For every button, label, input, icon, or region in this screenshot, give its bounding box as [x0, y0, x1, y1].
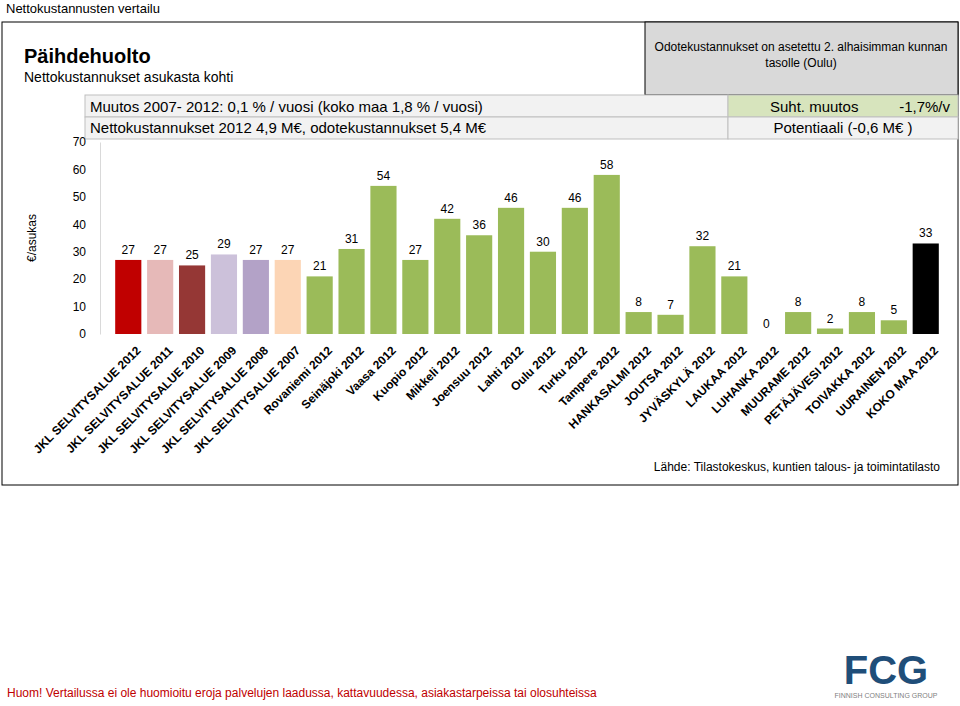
data-label: 33 — [919, 226, 933, 240]
data-label: 42 — [441, 202, 455, 216]
bar — [466, 235, 492, 334]
data-label: 58 — [600, 158, 614, 172]
bar — [370, 186, 396, 334]
y-tick: 70 — [73, 135, 100, 149]
bar — [562, 208, 588, 334]
bar — [721, 276, 747, 334]
chart-frame — [2, 22, 958, 485]
bar — [626, 312, 652, 334]
y-axis-title: €/asukas — [25, 214, 39, 262]
potential-text: Potentiaali (-0,6 M€ ) — [773, 119, 912, 136]
data-label: 27 — [153, 243, 167, 257]
x-axis-line — [113, 334, 943, 335]
x-axis: JKL SELVITYSALUE 2012JKL SELVITYSALUE 20… — [31, 334, 943, 456]
data-label: 21 — [313, 259, 327, 273]
bar — [275, 260, 301, 334]
data-label: 27 — [281, 243, 295, 257]
y-tick-label: 30 — [73, 245, 87, 259]
data-label: 31 — [345, 232, 359, 246]
data-label: 46 — [504, 191, 518, 205]
y-tick-label: 20 — [73, 272, 87, 286]
data-label: 27 — [409, 243, 423, 257]
logo: FCG — [844, 648, 928, 692]
bar — [434, 219, 460, 334]
footnote: Huom! Vertailussa ei ole huomioitu eroja… — [7, 686, 597, 700]
bar — [657, 315, 683, 334]
potential-box — [728, 117, 958, 139]
bar — [530, 252, 556, 334]
y-tick: 10 — [73, 300, 100, 314]
relative-change-label: Suht. muutos — [770, 98, 858, 115]
bar — [147, 260, 173, 334]
x-tick: Joensuu 2012 — [428, 334, 494, 409]
x-tick: KOKO MAA 2012 — [863, 334, 941, 421]
data-label: 54 — [377, 169, 391, 183]
change-box — [85, 95, 728, 117]
bar — [338, 249, 364, 334]
x-tick: Seinäjoki 2012 — [299, 334, 368, 412]
page-title: Nettokustannusten vertailu — [6, 1, 160, 16]
y-tick-label: 50 — [73, 190, 87, 204]
data-label: 8 — [859, 295, 866, 309]
bar — [402, 260, 428, 334]
bar — [179, 265, 205, 334]
bar — [498, 208, 524, 334]
y-tick: 30 — [73, 245, 100, 259]
bar — [753, 334, 779, 335]
bar — [785, 312, 811, 334]
x-tick-label: KOKO MAA 2012 — [863, 343, 941, 421]
bar — [307, 276, 333, 334]
data-label: 2 — [827, 312, 834, 326]
y-tick: 20 — [73, 272, 100, 286]
y-tick: 40 — [73, 218, 100, 232]
bar — [913, 243, 939, 334]
data-label: 7 — [667, 298, 674, 312]
y-axis-line — [100, 143, 101, 335]
change-text: Muutos 2007- 2012: 0,1 % / vuosi (koko m… — [90, 98, 483, 115]
data-label: 27 — [122, 243, 136, 257]
y-axis: 0 10 20 30 40 50 60 70 — [73, 135, 101, 341]
data-label: 25 — [185, 248, 199, 262]
source: Lähde: Tilastokeskus, kuntien talous- ja… — [654, 460, 940, 474]
bar — [689, 246, 715, 334]
logo-subtitle: FINNISH CONSULTING GROUP — [835, 692, 938, 699]
data-label: 21 — [728, 259, 742, 273]
y-tick: 60 — [73, 163, 100, 177]
data-label: 32 — [696, 229, 710, 243]
data-label: 36 — [472, 218, 486, 232]
bar — [881, 320, 907, 334]
data-label: 5 — [890, 303, 897, 317]
data-label: 27 — [249, 243, 263, 257]
data-label: 46 — [568, 191, 582, 205]
y-tick-label: 70 — [73, 135, 87, 149]
data-label: 0 — [763, 317, 770, 331]
subtitle: Nettokustannukset asukasta kohti — [24, 69, 233, 85]
costs-text: Nettokustannukset 2012 4,9 M€, odotekust… — [90, 119, 487, 136]
note-box — [645, 22, 958, 95]
bar — [817, 329, 843, 334]
y-tick-label: 10 — [73, 300, 87, 314]
bar — [211, 254, 237, 334]
data-label: 8 — [635, 295, 642, 309]
bar — [594, 175, 620, 334]
y-tick: 50 — [73, 190, 100, 204]
bar — [115, 260, 141, 334]
bar — [243, 260, 269, 334]
data-label: 8 — [795, 295, 802, 309]
relative-change-value: -1,7%/v — [899, 98, 950, 115]
data-labels: 2727252927272131542742364630465887322108… — [122, 158, 933, 331]
costs-box — [85, 117, 728, 139]
bars — [115, 175, 939, 334]
data-label: 29 — [217, 237, 231, 251]
expected-cost-note: Odotekustannukset on asetettu 2. alhaisi… — [655, 40, 948, 70]
relative-change-box — [728, 95, 958, 117]
title: Päihdehuolto — [24, 45, 151, 67]
chart: Nettokustannusten vertailu Päihdehuolto Ne… — [0, 0, 960, 706]
y-tick-label: 40 — [73, 218, 87, 232]
bar — [849, 312, 875, 334]
y-tick: 0 — [79, 327, 100, 341]
data-label: 30 — [536, 235, 550, 249]
y-tick-label: 0 — [79, 327, 86, 341]
y-tick-label: 60 — [73, 163, 87, 177]
